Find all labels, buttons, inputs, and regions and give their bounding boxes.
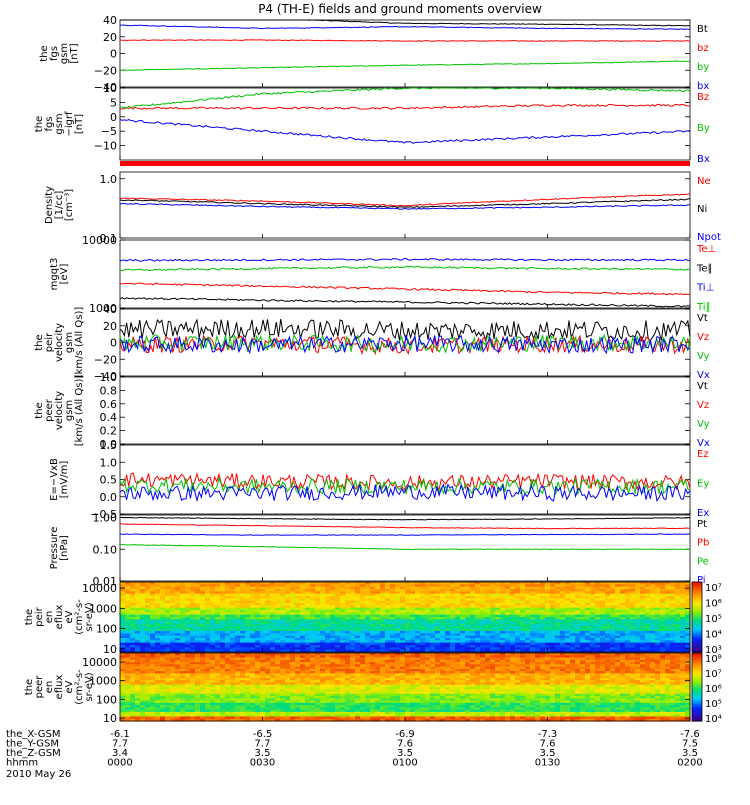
legend-By: By — [697, 123, 710, 134]
legend-Ti∥: Ti∥ — [696, 302, 711, 313]
colorbar-label: 10⁶ — [705, 684, 722, 695]
legend-Vy: Vy — [697, 351, 710, 362]
legend-Bz: Bz — [697, 92, 709, 103]
legend-Ez: Ez — [697, 449, 709, 460]
y-tick-label: 40 — [103, 303, 117, 316]
colorbar-label: 10⁴ — [705, 714, 722, 725]
y-axis-label: Density[1/cc][cm⁻³] — [44, 186, 75, 224]
orbit-value: 0200 — [677, 758, 702, 769]
orbit-value: 0130 — [535, 758, 560, 769]
y-tick-label: 0 — [110, 111, 117, 124]
y-tick-label: −10 — [94, 140, 117, 153]
legend-Vz: Vz — [697, 332, 709, 343]
y-tick-label: 20 — [103, 320, 117, 333]
y-tick-label: 20 — [103, 31, 117, 44]
y-tick-label: 0.4 — [100, 411, 118, 424]
y-axis-label-line: [km/s (All Qs)] — [74, 307, 85, 379]
y-tick-label: 100 — [96, 623, 117, 636]
y-axis-label-line: [nPa] — [59, 535, 70, 561]
y-tick-label: 0 — [110, 48, 117, 61]
legend-Vt: Vt — [697, 381, 708, 392]
spectrogram-peir_eflux — [120, 582, 691, 653]
y-tick-label: 10000 — [82, 656, 117, 669]
colorbar-label: 10⁵ — [705, 614, 722, 625]
y-axis-label-line: [nT] — [69, 43, 80, 63]
colorbar-label: 10⁷ — [705, 669, 722, 680]
y-tick-label: −5 — [101, 125, 117, 138]
y-axis-label-line: [mV/m] — [59, 461, 70, 499]
y-tick-label: 0.5 — [100, 474, 118, 487]
y-tick-label: 0.2 — [100, 425, 118, 438]
y-tick-label: −20 — [94, 64, 117, 77]
legend-Ex: Ex — [697, 508, 709, 519]
y-tick-label: 1.0 — [100, 173, 118, 186]
y-axis-label-line: [km/s (All Qs)] — [74, 375, 85, 447]
legend-Ey: Ey — [697, 479, 709, 490]
y-tick-label: 1.0 — [100, 371, 118, 384]
y-axis-label-line: sr-eV) — [84, 602, 95, 631]
y-axis-label-line: [eV] — [59, 264, 70, 285]
legend-Vt: Vt — [697, 313, 708, 324]
legend-Bx: Bx — [697, 154, 710, 165]
legend-Vz: Vz — [697, 400, 709, 411]
legend-Vx: Vx — [697, 370, 710, 381]
date-label: 2010 May 26 — [6, 769, 71, 780]
orbit-value: 0030 — [250, 758, 275, 769]
legend-Vx: Vx — [697, 438, 710, 449]
orbit-value: 0000 — [107, 758, 132, 769]
plot-title: P4 (TH-E) fields and ground moments over… — [258, 2, 542, 16]
y-tick-label: 5 — [110, 96, 117, 109]
colorbar-label: 10⁸ — [705, 654, 722, 665]
y-tick-label: 10000 — [82, 234, 117, 247]
colorbar-label: 10⁷ — [705, 583, 722, 594]
y-tick-label: −20 — [94, 353, 117, 366]
legend-Npot: Npot — [697, 232, 721, 243]
legend-bx: bx — [697, 81, 709, 92]
y-tick-label: 10 — [103, 643, 117, 656]
legend-Bt: Bt — [697, 24, 708, 35]
y-tick-label: 10 — [103, 82, 117, 95]
y-axis-label-line: sr-eV) — [84, 672, 95, 701]
colorbar-label: 10⁵ — [705, 699, 722, 710]
legend-Ti⊥: Ti⊥ — [696, 283, 714, 294]
y-tick-label: 40 — [103, 14, 117, 27]
legend-Te∥: Te∥ — [696, 263, 713, 274]
y-tick-label: 0.6 — [100, 398, 118, 411]
y-axis-label-line: [nT] — [74, 114, 85, 134]
y-tick-label: 100 — [96, 693, 117, 706]
y-axis-label-line: [cm⁻³] — [64, 189, 75, 221]
legend-Ni: Ni — [697, 204, 707, 215]
y-tick-label: 1.5 — [100, 439, 118, 452]
y-tick-label: 1.00 — [93, 512, 118, 525]
y-tick-label: 0.10 — [93, 543, 118, 556]
legend-Pb: Pb — [697, 538, 709, 549]
y-tick-label: 10000 — [82, 582, 117, 595]
colorbar-label: 10⁶ — [705, 599, 722, 610]
legend-by: by — [697, 62, 709, 73]
orbit-value: 0100 — [392, 758, 417, 769]
legend-Te⊥: Te⊥ — [696, 244, 716, 255]
y-tick-label: 0.8 — [100, 384, 118, 397]
orbit-row-label: hhmm — [6, 758, 38, 769]
y-tick-label: 1.0 — [100, 456, 118, 469]
colorbar-peer_eflux: 10⁸ 10⁷ 10⁶ 10⁵ 10⁴ — [692, 653, 722, 725]
y-tick-label: 10 — [103, 712, 117, 725]
legend-Pt: Pt — [697, 519, 707, 530]
y-tick-label: 0 — [110, 337, 117, 350]
legend-Ne: Ne — [697, 176, 711, 187]
legend-Pe: Pe — [697, 556, 709, 567]
legend-bz: bz — [697, 43, 709, 54]
y-tick-label: 0.0 — [100, 491, 118, 504]
colorbar-label: 10⁴ — [705, 630, 722, 641]
legend-Vy: Vy — [697, 419, 710, 430]
spectrogram-peer_eflux — [120, 653, 691, 722]
interval-bar — [120, 161, 690, 166]
y-axis-label: E=−VxB[mV/m] — [49, 458, 70, 501]
